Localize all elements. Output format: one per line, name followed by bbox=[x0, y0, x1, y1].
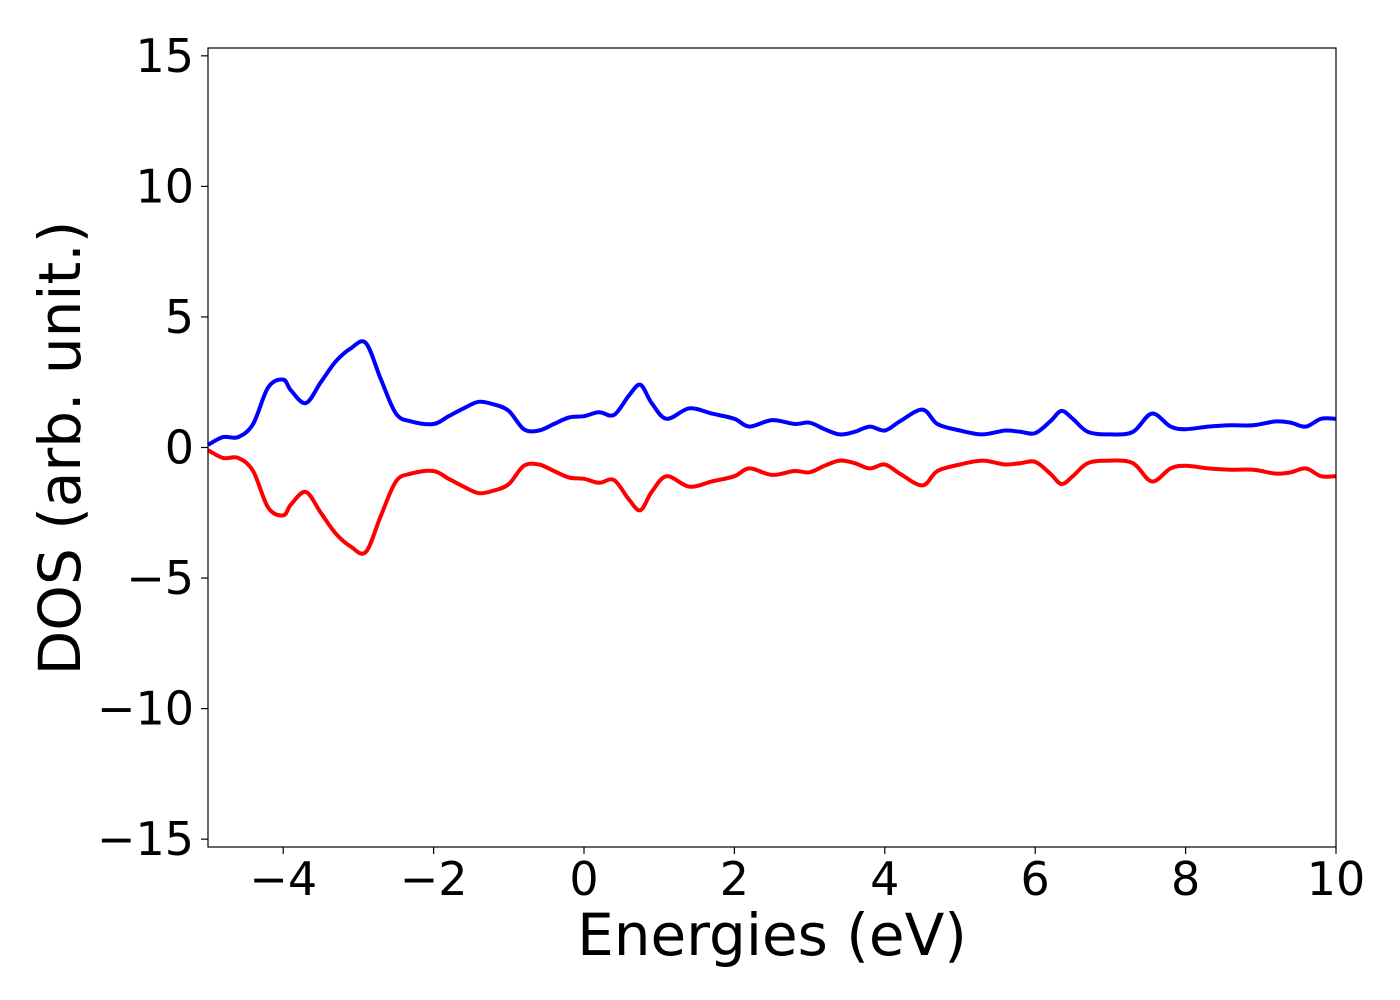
y-tick-label: −15 bbox=[97, 812, 194, 866]
x-axis-label: Energies (eV) bbox=[577, 901, 967, 969]
y-tick-label: −5 bbox=[126, 551, 194, 605]
series-line-1 bbox=[207, 339, 1337, 447]
series-line-2 bbox=[207, 448, 1337, 556]
x-tick-label: 10 bbox=[1307, 852, 1366, 906]
y-tick-label: 10 bbox=[135, 159, 194, 213]
y-tick-label: 5 bbox=[165, 290, 194, 344]
series-layer bbox=[207, 339, 1337, 556]
y-tick-label: −10 bbox=[97, 682, 194, 736]
y-tick-label: 15 bbox=[135, 29, 194, 83]
x-tick-label: 4 bbox=[870, 852, 899, 906]
x-tick-label: 6 bbox=[1021, 852, 1050, 906]
y-tick-label: 0 bbox=[165, 421, 194, 475]
x-tick-label: 0 bbox=[569, 852, 598, 906]
x-tick-label: −4 bbox=[249, 852, 317, 906]
plot-frame bbox=[207, 47, 1337, 848]
y-axis-label: DOS (arb. unit.) bbox=[26, 221, 94, 676]
x-tick-label: 8 bbox=[1171, 852, 1200, 906]
y-axis-ticks: 15 10 5 0 −5 −10 −15 bbox=[97, 29, 208, 866]
x-tick-label: 2 bbox=[720, 852, 749, 906]
x-axis-ticks: −4 −2 0 2 4 6 8 10 bbox=[249, 847, 1365, 906]
x-tick-label: −2 bbox=[400, 852, 468, 906]
